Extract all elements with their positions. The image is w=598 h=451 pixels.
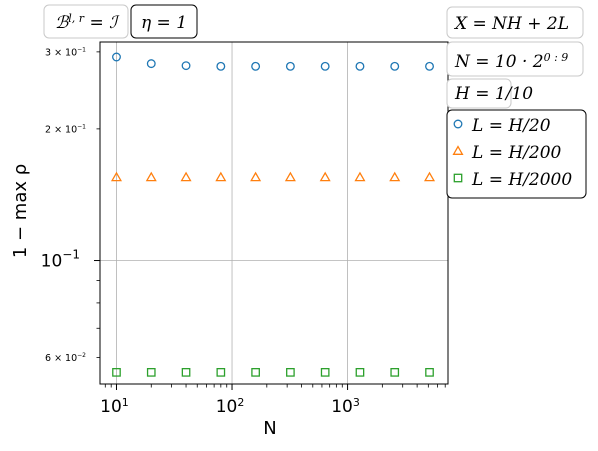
- data-point: [251, 368, 260, 377]
- y-axis-label: 1 − max ρ: [10, 164, 31, 258]
- tick-base: 3 × 10: [45, 47, 77, 58]
- y-tick-label: 3 × 10−1: [45, 46, 86, 58]
- annotation-box-eta: [130, 4, 198, 39]
- data-point: [425, 368, 434, 377]
- tick-base: 6 × 10: [45, 353, 77, 364]
- legend-marker: [453, 119, 463, 129]
- data-point: [180, 171, 192, 182]
- data-point: [112, 52, 121, 62]
- legend: L = H/20 L = H/200 L = H/2000: [446, 109, 587, 199]
- annotation-eta: η = 1: [141, 13, 187, 33]
- data-point: [146, 368, 156, 377]
- y-tick-label: 10−1: [41, 248, 80, 272]
- data-point: [250, 171, 262, 182]
- tick-exponent: −2: [77, 352, 86, 359]
- tick-exponent: 2: [237, 396, 244, 409]
- text-part: η = 1: [141, 13, 187, 33]
- annotation-x-def: X = NH + 2L: [453, 14, 569, 34]
- data-point: [425, 61, 434, 71]
- series-3: [112, 368, 434, 377]
- data-point: [319, 171, 331, 182]
- data-point: [110, 171, 123, 182]
- tick-exponent: 3: [353, 396, 360, 409]
- superscript: l, r: [68, 12, 85, 25]
- plot-area: [100, 42, 448, 384]
- tick-base: 2 × 10: [45, 124, 77, 135]
- x-axis: 101 102 103: [100, 42, 360, 417]
- annotation-box-h-def: [446, 78, 512, 109]
- y-tick-label: 2 × 10−1: [45, 123, 86, 135]
- data-point: [423, 171, 436, 182]
- data-point: [390, 368, 400, 377]
- data-point: [216, 368, 226, 377]
- data-point: [216, 61, 226, 71]
- tick-exponent: −1: [77, 46, 86, 53]
- annotation-box-x-def: [446, 6, 584, 39]
- data-point: [354, 171, 366, 182]
- y-axis: 3 × 10−12 × 10−110−16 × 10−2: [41, 46, 448, 364]
- annotation-box-n-def: [446, 41, 584, 77]
- tick-exponent: −1: [62, 248, 80, 262]
- data-point: [286, 368, 295, 377]
- data-point: [320, 61, 330, 71]
- tick-exponent: 1: [122, 396, 129, 409]
- legend-box: [446, 109, 587, 199]
- text-part: X = NH + 2L: [453, 14, 569, 34]
- data-point: [355, 61, 365, 71]
- annotation-n-def: N = 10 · 20 : 9: [454, 51, 568, 73]
- data-point: [146, 59, 156, 69]
- tick-base: 10: [331, 397, 353, 417]
- data-point: [320, 368, 330, 377]
- annotations-top-left: ℬl, r = ℐ η = 1: [43, 4, 198, 39]
- data-point: [215, 171, 227, 182]
- data-point: [251, 61, 261, 71]
- data-point: [145, 171, 157, 182]
- x-tick-label: 101: [100, 396, 129, 418]
- superscript: 0 : 9: [544, 51, 569, 64]
- data-point: [181, 368, 191, 377]
- series-2: [110, 171, 436, 182]
- data-point: [284, 171, 296, 182]
- text-part: ℬ: [55, 13, 70, 33]
- tick-base: 10: [41, 252, 63, 272]
- x-axis-label: N: [263, 418, 276, 439]
- legend-label: L = H/2000: [471, 170, 572, 190]
- legend-label: L = H/200: [471, 143, 562, 163]
- data-point: [285, 61, 295, 71]
- data-point: [181, 61, 191, 71]
- legend-label: L = H/20: [471, 116, 551, 136]
- legend-marker: [453, 173, 463, 183]
- annotation-h-def: H = 1/10: [454, 84, 533, 104]
- legend-marker: [452, 145, 464, 155]
- data-point: [390, 61, 400, 71]
- data-point: [112, 368, 121, 377]
- tick-base: 10: [216, 397, 238, 417]
- series-1: [112, 52, 434, 71]
- text-part: = ℐ: [84, 13, 120, 33]
- tick-base: 10: [100, 397, 122, 417]
- tick-exponent: −1: [77, 123, 86, 130]
- data-point: [389, 171, 401, 182]
- annotation-box-operator: [43, 4, 129, 39]
- annotation-operator: ℬl, r = ℐ: [55, 12, 120, 34]
- text-part: H = 1/10: [454, 84, 533, 104]
- x-tick-label: 102: [216, 396, 245, 418]
- plot-frame: [99, 41, 449, 385]
- x-tick-label: 103: [331, 396, 360, 418]
- text-part: N = 10 · 2: [454, 52, 544, 72]
- annotations-right: X = NH + 2L N = 10 · 20 : 9 H = 1/10: [446, 6, 584, 109]
- minor-ticks: [96, 280, 446, 388]
- data-point: [355, 368, 365, 377]
- y-tick-label: 6 × 10−2: [45, 352, 86, 364]
